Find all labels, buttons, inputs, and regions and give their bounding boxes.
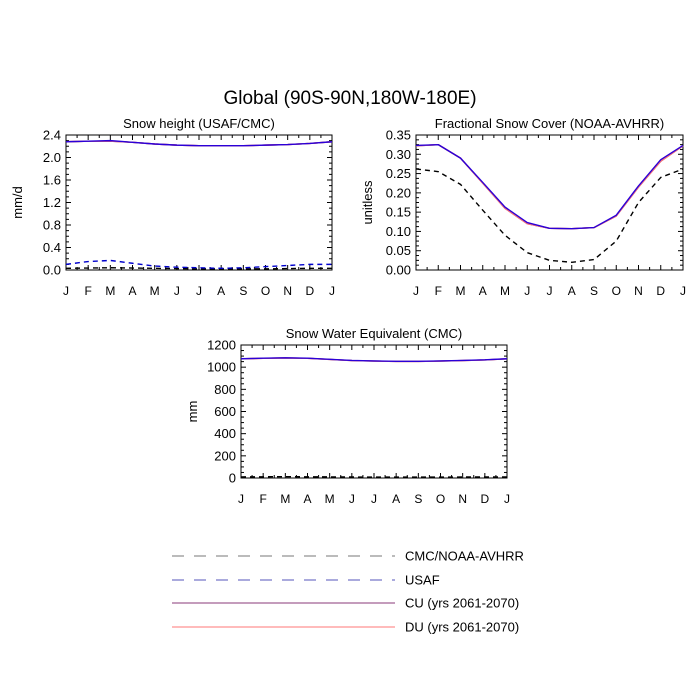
x-tick-label: J bbox=[413, 284, 419, 298]
legend-item-1: CMC/NOAA-AVHRR bbox=[172, 549, 524, 564]
series-line-2 bbox=[415, 143, 684, 230]
x-tick-label: M bbox=[105, 284, 115, 298]
y-tick-label: 0.05 bbox=[386, 243, 411, 258]
x-tick-label: S bbox=[414, 492, 422, 506]
series-line-5 bbox=[65, 139, 333, 147]
x-tick-label: A bbox=[303, 492, 311, 506]
y-tick-label: 0 bbox=[229, 471, 236, 486]
y-axis-label: mm bbox=[185, 401, 200, 423]
x-tick-label: A bbox=[568, 284, 576, 298]
x-tick-label: S bbox=[239, 284, 247, 298]
legend-label: CU (yrs 2061-2070) bbox=[405, 596, 519, 611]
x-tick-label: M bbox=[456, 284, 466, 298]
legend-label: USAF bbox=[405, 573, 440, 588]
x-tick-label: A bbox=[479, 284, 487, 298]
plot-frame bbox=[65, 134, 333, 271]
y-tick-label: 0.20 bbox=[386, 185, 411, 200]
x-tick-label: O bbox=[612, 284, 621, 298]
x-tick-label: J bbox=[329, 284, 335, 298]
x-tick-label: D bbox=[480, 492, 489, 506]
x-tick-label: M bbox=[150, 284, 160, 298]
y-tick-label: 0.30 bbox=[386, 147, 411, 162]
x-tick-label: J bbox=[238, 492, 244, 506]
x-tick-label: J bbox=[524, 284, 530, 298]
x-tick-label: N bbox=[634, 284, 643, 298]
legend-item-3: CU (yrs 2061-2070) bbox=[172, 596, 519, 611]
chart-panels: Snow height (USAF/CMC)J F M A M J J A S O N D J0.00.… bbox=[10, 116, 686, 506]
y-tick-label: 1000 bbox=[207, 360, 236, 375]
y-tick-label: 800 bbox=[214, 382, 236, 397]
x-tick-label: F bbox=[435, 284, 442, 298]
legend-label: DU (yrs 2061-2070) bbox=[405, 620, 519, 635]
x-tick-label: D bbox=[656, 284, 665, 298]
y-tick-label: 0.25 bbox=[386, 166, 411, 181]
y-tick-label: 1.6 bbox=[43, 173, 61, 188]
x-tick-label: A bbox=[392, 492, 400, 506]
y-tick-label: 2.0 bbox=[43, 150, 61, 165]
legend-item-4: DU (yrs 2061-2070) bbox=[172, 620, 519, 635]
legend-item-2: USAF bbox=[172, 573, 440, 588]
figure-title: Global (90S-90N,180W-180E) bbox=[223, 88, 476, 109]
x-tick-label: S bbox=[590, 284, 598, 298]
series-line-4 bbox=[240, 357, 508, 362]
x-tick-label: M bbox=[500, 284, 510, 298]
x-tick-label: D bbox=[305, 284, 314, 298]
series-line-3 bbox=[415, 143, 684, 230]
y-tick-label: 600 bbox=[214, 404, 236, 419]
legend-label: CMC/NOAA-AVHRR bbox=[405, 549, 524, 564]
x-tick-label: J bbox=[504, 492, 510, 506]
y-tick-label: 0.0 bbox=[43, 263, 61, 278]
x-tick-label: O bbox=[436, 492, 445, 506]
y-axis-label: mm/d bbox=[10, 186, 25, 219]
series-line-4 bbox=[415, 143, 684, 230]
y-tick-label: 400 bbox=[214, 426, 236, 441]
chart-panel-1: Snow height (USAF/CMC)J F M A M J J A S O N D J0.00.… bbox=[10, 116, 335, 298]
y-tick-label: 2.4 bbox=[43, 128, 61, 143]
x-tick-label: M bbox=[280, 492, 290, 506]
y-tick-label: 1.2 bbox=[43, 195, 61, 210]
x-tick-label: O bbox=[261, 284, 270, 298]
x-tick-label: J bbox=[680, 284, 686, 298]
y-tick-label: 0.8 bbox=[43, 218, 61, 233]
plot-frame bbox=[240, 344, 508, 479]
chart-title: Snow height (USAF/CMC) bbox=[123, 116, 275, 131]
y-tick-label: 200 bbox=[214, 448, 236, 463]
x-tick-label: M bbox=[325, 492, 335, 506]
x-tick-label: J bbox=[63, 284, 69, 298]
chart-panel-2: Fractional Snow Cover (NOAA-AVHRR)J F M A M J… bbox=[360, 116, 686, 298]
series-line-1 bbox=[415, 168, 684, 263]
y-tick-label: 0.35 bbox=[386, 128, 411, 143]
x-tick-label: A bbox=[217, 284, 225, 298]
x-tick-label: F bbox=[259, 492, 266, 506]
x-tick-label: N bbox=[458, 492, 467, 506]
chart-panel-3: Snow Water Equivalent (CMC)J F M A M J J A S O N D J… bbox=[185, 326, 510, 506]
x-tick-label: N bbox=[283, 284, 292, 298]
legend: CMC/NOAA-AVHRR USAF CU (yrs 2061-2070) DU (… bbox=[172, 549, 524, 635]
y-tick-label: 1200 bbox=[207, 338, 236, 353]
y-tick-label: 0.00 bbox=[386, 263, 411, 278]
x-tick-label: A bbox=[128, 284, 136, 298]
chart-title: Snow Water Equivalent (CMC) bbox=[286, 326, 463, 341]
chart-title: Fractional Snow Cover (NOAA-AVHRR) bbox=[435, 116, 664, 131]
y-tick-label: 0.15 bbox=[386, 205, 411, 220]
x-tick-label: J bbox=[349, 492, 355, 506]
x-tick-label: J bbox=[174, 284, 180, 298]
x-tick-label: F bbox=[84, 284, 91, 298]
x-tick-label: J bbox=[196, 284, 202, 298]
x-tick-label: J bbox=[371, 492, 377, 506]
y-tick-label: 0.10 bbox=[386, 224, 411, 239]
x-tick-label: J bbox=[547, 284, 553, 298]
y-tick-label: 0.4 bbox=[43, 240, 61, 255]
y-axis-label: unitless bbox=[360, 180, 375, 225]
